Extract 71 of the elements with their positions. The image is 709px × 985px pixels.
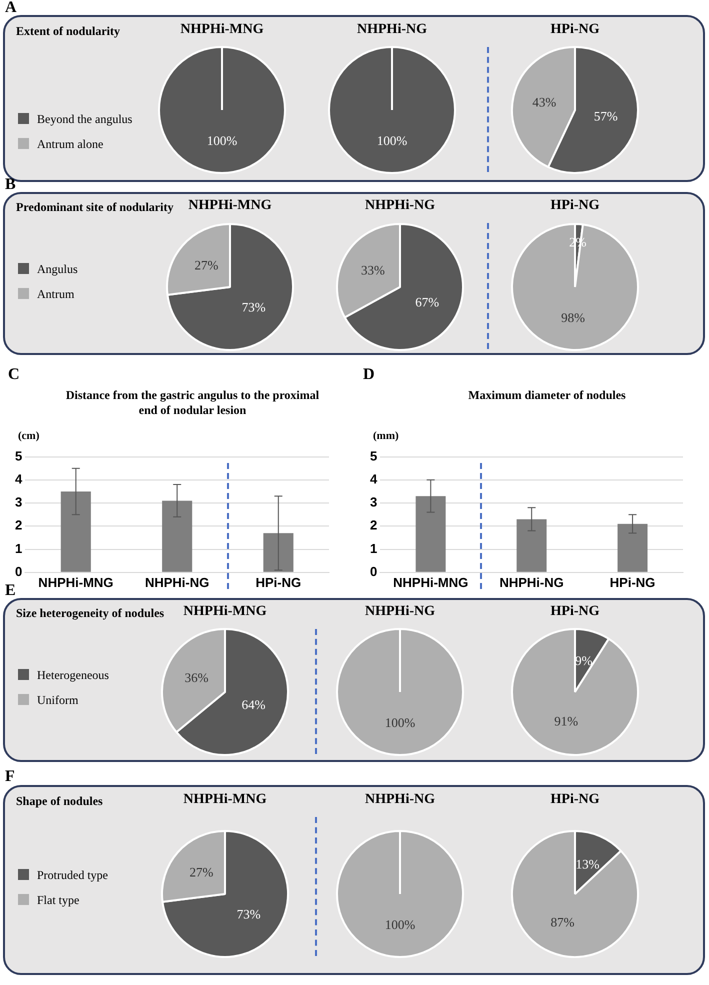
legend-label: Protruded type	[37, 868, 108, 882]
text: C	[8, 366, 20, 384]
data-label: 13%	[576, 856, 600, 872]
data-label: 91%	[554, 714, 578, 729]
text: B	[5, 176, 16, 194]
y-tick-label: 1	[370, 540, 378, 556]
x-tick-label: NHPHi-NG	[499, 574, 564, 590]
x-tick-label: HPi-NG	[256, 574, 302, 590]
chart-title: HPi-NG	[550, 22, 600, 38]
data-label: 33%	[360, 262, 385, 278]
legend-label: Antrum alone	[37, 137, 104, 151]
data-label: 98%	[561, 310, 586, 325]
chart-title: NHPHi-NG	[364, 792, 436, 808]
y-tick-label: 3	[14, 494, 22, 510]
data-label: 27%	[189, 864, 214, 880]
chart-title: Maximum diameter of nodules	[467, 388, 627, 403]
y-tick-label: 0	[370, 564, 378, 579]
chart-title: HPi-NG	[550, 198, 600, 214]
chart-title: NHPHi-MNG	[182, 792, 268, 808]
legend-label: Angulus	[37, 262, 78, 276]
text: Size heterogeneity of nodules	[16, 606, 164, 621]
y-tick-label: 4	[370, 472, 378, 486]
data-label: 100%	[206, 132, 238, 148]
text: Shape of nodules	[16, 794, 103, 809]
y-tick-label: 0	[14, 564, 22, 579]
chart-title: NHPHi-NG	[356, 22, 428, 38]
text: Extent of nodularity	[16, 24, 120, 39]
chart-title: NHPHi-MNG	[188, 198, 272, 213]
legend-label: Flat type	[37, 893, 80, 907]
text: E	[5, 582, 16, 600]
chart-title: HPi-NG	[550, 792, 600, 808]
data-label: 100%	[376, 132, 408, 148]
chart-title: NHPHi-NG	[364, 604, 436, 620]
data-label: 67%	[415, 294, 440, 310]
data-label: 73%	[242, 299, 266, 314]
text: F	[5, 768, 15, 786]
y-axis-title: (mm)	[373, 430, 399, 442]
legend-label: Heterogeneous	[37, 668, 109, 682]
data-label: 43%	[532, 94, 556, 110]
y-tick-label: 5	[14, 448, 22, 464]
data-label: 100%	[384, 714, 416, 730]
data-label: 9%	[575, 653, 593, 668]
chart-title: NHPHi-MNG	[183, 604, 267, 619]
text: D	[363, 366, 375, 384]
x-tick-label: NHPHi-MNG	[38, 574, 114, 590]
y-tick-label: 1	[14, 540, 22, 556]
y-axis-title: (cm)	[18, 430, 40, 442]
text: Predominant site of nodularity	[16, 200, 174, 215]
data-label: 73%	[236, 906, 261, 922]
y-tick-label: 4	[14, 472, 23, 486]
data-label: 64%	[242, 696, 266, 712]
data-label: 36%	[184, 670, 209, 686]
y-tick-label: 3	[370, 494, 378, 510]
x-tick-label: NHPHi-NG	[144, 574, 210, 590]
x-tick-label: HPi-NG	[610, 574, 656, 590]
chart-title: Distance from the gastric angulus to the proximal end of nodular lesion	[64, 388, 320, 418]
data-label: 27%	[194, 258, 218, 273]
y-tick-label: 2	[14, 518, 22, 533]
text: A	[5, 0, 17, 17]
chart-title: NHPHi-MNG	[179, 22, 265, 38]
legend-label: Uniform	[37, 693, 78, 707]
chart-title: NHPHi-NG	[364, 198, 436, 214]
data-label: 100%	[384, 916, 416, 932]
legend-label: Antrum	[37, 287, 74, 301]
x-tick-label: NHPHi-MNG	[393, 574, 468, 590]
y-tick-label: 2	[370, 518, 378, 533]
chart-title: HPi-NG	[550, 604, 600, 620]
legend-label: Beyond the angulus	[37, 112, 132, 126]
y-tick-label: 5	[370, 448, 378, 464]
data-label: 57%	[594, 108, 618, 124]
data-label: 87%	[550, 914, 575, 930]
